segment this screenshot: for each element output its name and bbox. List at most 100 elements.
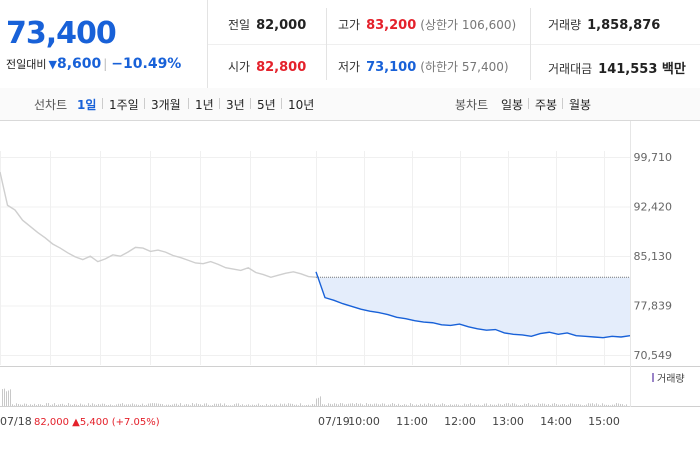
volume-bar [468,404,469,406]
volume-bar [520,404,521,406]
volume-bar [4,388,5,406]
volume-bar [226,405,227,406]
volume-bar [154,403,155,406]
volume-bar [202,405,203,406]
volume-bar [330,403,331,406]
volume-bar [228,405,229,406]
period-1y[interactable]: 1년 [195,98,214,112]
volume-bar [50,405,51,406]
volume-bar [594,404,595,406]
volume-bar [286,404,287,406]
volume-bar [200,404,201,406]
volume-bar [96,404,97,406]
period-1d[interactable]: 1일 [77,98,97,112]
volume-bar [348,403,349,406]
volume-bar [152,403,153,406]
volume-bar [264,405,265,406]
day1-price-line [0,171,317,278]
footer-change: 5,400 [80,417,112,428]
volume-bar [40,404,41,406]
volume-bar [110,404,111,406]
volume-bar [392,403,393,406]
volume-bar [556,403,557,406]
volume-bar [366,403,367,406]
volume-bar [302,405,303,406]
candle-daily[interactable]: 일봉 [501,98,524,112]
volume-bar [496,404,497,406]
volume-bar [374,403,375,406]
volume-bar [102,403,103,406]
volume-bar [444,404,445,406]
volume-bar [450,404,451,406]
divider [208,44,700,45]
volume-bar [282,404,283,406]
period-5y[interactable]: 5년 [257,98,276,112]
volume-bar [624,405,625,406]
volume-bar [160,403,161,406]
volume-bar [120,403,121,406]
volume-bar [332,404,333,406]
volume-bar [210,405,211,406]
day2-price-line [315,271,631,339]
volume-bar [560,404,561,406]
volume-bar [148,403,149,406]
period-10y[interactable]: 10년 [288,98,315,112]
volume-bar [218,403,219,406]
volume-bar [62,403,63,406]
stat-label: 전일 [228,18,251,32]
volume-bar [570,403,571,406]
volume-bar [608,404,609,406]
stat-low: 저가 73,100 (하한가 57,400) [338,58,509,75]
volume-bar [484,403,485,406]
volume-bar [180,403,181,406]
volume-bar [314,404,315,406]
volume-bar [338,404,339,406]
volume-bar [616,403,617,406]
period-1w[interactable]: 1주일 [109,98,139,112]
volume-bar [346,404,347,406]
volume-bar [72,404,73,406]
price-chart[interactable]: 99,710 92,420 85,130 77,839 70,549 거래량 07/18 07… [0,121,700,450]
volume-bar [8,390,9,406]
volume-bar [80,403,81,406]
volume-bar [252,404,253,406]
volume-bar [220,403,221,406]
volume-bar [54,403,55,406]
volume-bar [498,403,499,406]
volume-bar [132,403,133,406]
volume-bar [184,404,185,406]
period-3m[interactable]: 3개월 [151,98,181,112]
volume-bar [70,404,71,406]
volume-bar [300,403,301,406]
volume-bar [276,404,277,406]
candle-monthly[interactable]: 월봉 [569,98,592,112]
volume-bar [610,405,611,406]
volume-bar [322,404,323,406]
volume-bar [318,397,319,406]
volume-bar [492,404,493,406]
line-chart-label: 선차트 [34,98,68,112]
volume-bar [564,404,565,406]
volume-bar [136,404,137,406]
volume-bar [344,404,345,406]
volume-bar [580,404,581,406]
volume-bar [436,405,437,406]
volume-bar [544,403,545,406]
volume-bar [456,404,457,406]
volume-bar [82,404,83,406]
volume-bar [18,404,19,406]
candle-weekly[interactable]: 주봉 [535,98,558,112]
divider [250,98,251,109]
volume-bar [408,405,409,406]
volume-bar [28,405,29,406]
volume-bar [376,403,377,406]
volume-bar [214,403,215,406]
lower-limit: (하한가 57,400) [420,60,509,74]
volume-bar [602,403,603,406]
volume-bar [182,405,183,406]
volume-bar [506,403,507,406]
volume-bar [464,403,465,406]
volume-bar [12,404,13,406]
volume-bar [58,404,59,406]
period-3y[interactable]: 3년 [226,98,245,112]
